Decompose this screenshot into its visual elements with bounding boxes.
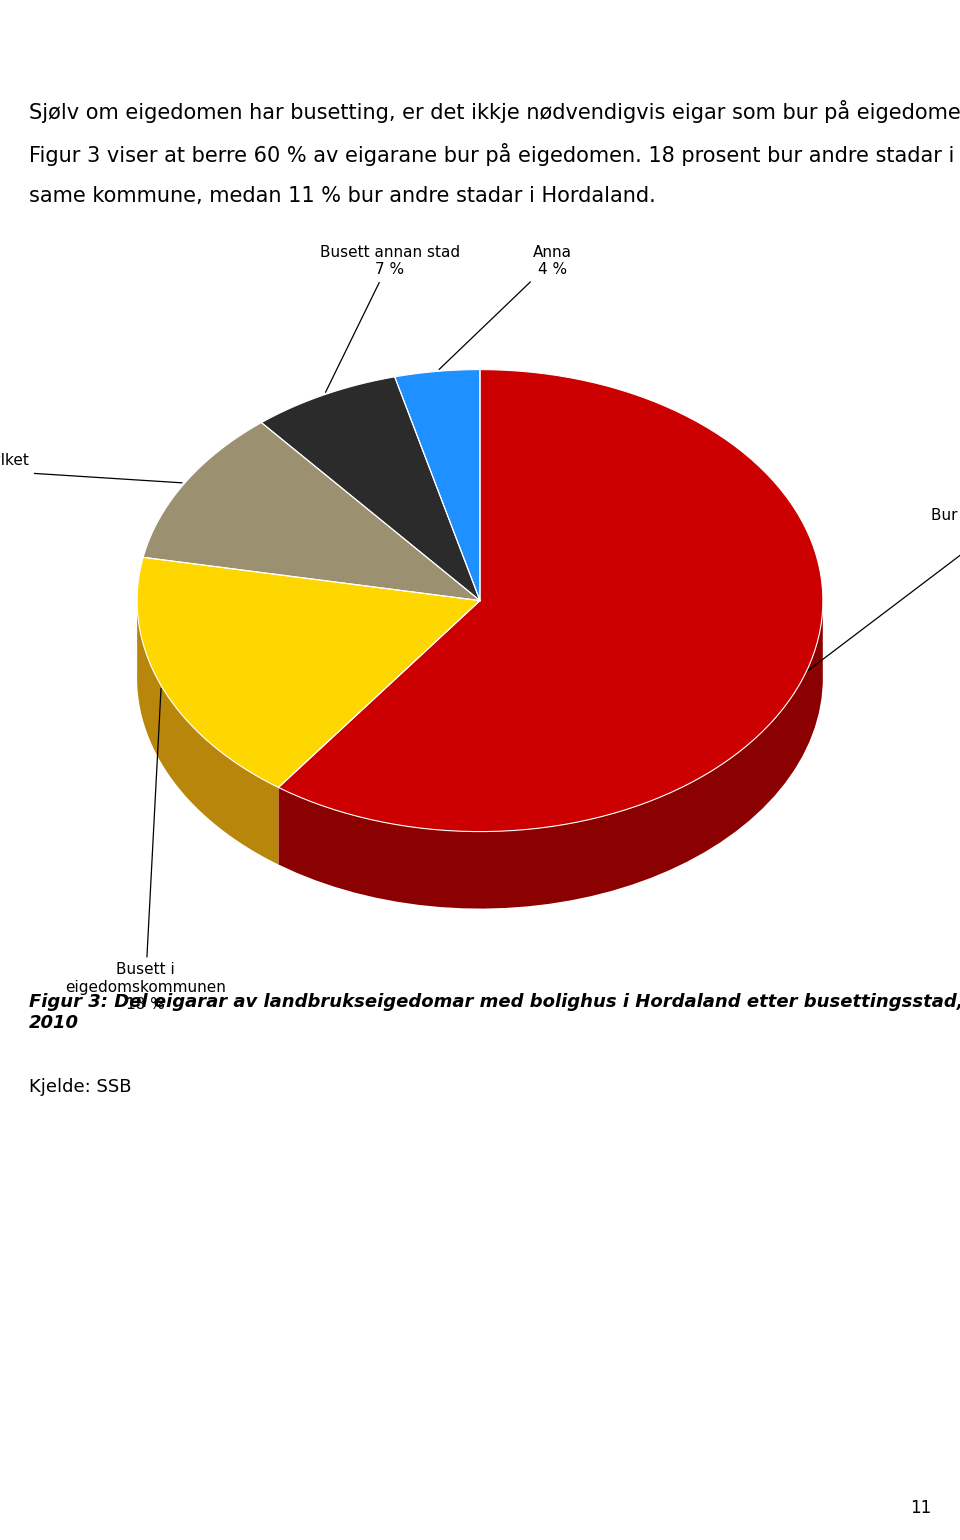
Text: 11: 11 bbox=[910, 1498, 931, 1517]
Text: Kjelde: SSB: Kjelde: SSB bbox=[29, 1078, 132, 1096]
Polygon shape bbox=[137, 557, 480, 787]
Text: Busett annan stad
7 %: Busett annan stad 7 % bbox=[320, 245, 460, 393]
Text: Bur på eigedomen
60 %: Bur på eigedomen 60 % bbox=[808, 507, 960, 670]
Text: Anna
4 %: Anna 4 % bbox=[439, 245, 572, 370]
Polygon shape bbox=[143, 422, 480, 601]
Text: Figur 3: Del eigarar av landbrukseigedomar med bolighus i Hordaland etter busett: Figur 3: Del eigarar av landbrukseigedom… bbox=[29, 993, 960, 1032]
Text: Busett i fylket
11 %: Busett i fylket 11 % bbox=[0, 453, 182, 487]
Text: Busett i
eigedomskommunen
18 %: Busett i eigedomskommunen 18 % bbox=[65, 688, 226, 1012]
Text: Sjølv om eigedomen har busetting, er det ikkje nødvendigvis eigar som bur på eig: Sjølv om eigedomen har busetting, er det… bbox=[29, 100, 960, 123]
Polygon shape bbox=[395, 370, 480, 601]
Polygon shape bbox=[261, 377, 480, 601]
Polygon shape bbox=[278, 607, 823, 909]
Polygon shape bbox=[137, 598, 278, 864]
Text: same kommune, medan 11 % bur andre stadar i Hordaland.: same kommune, medan 11 % bur andre stada… bbox=[29, 186, 656, 206]
Text: Figur 3 viser at berre 60 % av eigarane bur på eigedomen. 18 prosent bur andre s: Figur 3 viser at berre 60 % av eigarane … bbox=[29, 143, 954, 166]
Polygon shape bbox=[278, 370, 823, 832]
